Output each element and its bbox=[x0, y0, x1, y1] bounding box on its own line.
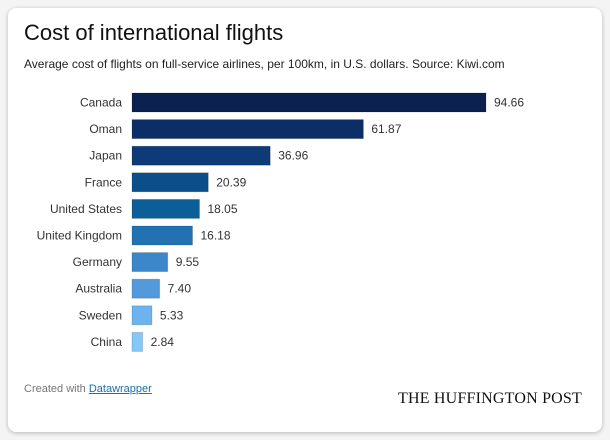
value-label: 9.55 bbox=[176, 255, 200, 269]
category-label: Sweden bbox=[79, 308, 122, 322]
category-label: France bbox=[85, 175, 123, 189]
category-label: Oman bbox=[89, 122, 122, 136]
chart-title: Cost of international flights bbox=[24, 20, 284, 45]
chart-card: Cost of international flights Average co… bbox=[8, 8, 602, 432]
value-label: 20.39 bbox=[216, 175, 246, 189]
bar-canada bbox=[131, 92, 487, 113]
credit-prefix: Created with bbox=[24, 383, 86, 395]
category-label: Japan bbox=[89, 149, 122, 163]
value-label: 5.33 bbox=[160, 308, 184, 322]
value-label: 94.66 bbox=[494, 96, 524, 110]
chart-subtitle: Average cost of flights on full-service … bbox=[24, 57, 505, 71]
value-label: 36.96 bbox=[278, 149, 308, 163]
huffington-post-logo: THE HUFFINGTON POST bbox=[398, 390, 582, 407]
datawrapper-link[interactable]: Datawrapper bbox=[88, 383, 152, 395]
value-label: 16.18 bbox=[201, 229, 231, 243]
bar-united-kingdom bbox=[131, 225, 194, 246]
bar-united-states bbox=[131, 198, 201, 219]
value-label: 7.40 bbox=[168, 282, 192, 296]
credit: Created with Datawrapper bbox=[24, 383, 152, 395]
category-label: Canada bbox=[80, 96, 122, 110]
value-label: 61.87 bbox=[371, 122, 401, 136]
category-label: United Kingdom bbox=[37, 229, 122, 243]
category-label: Germany bbox=[73, 255, 122, 269]
value-label: 2.84 bbox=[151, 335, 175, 349]
category-label: Australia bbox=[75, 282, 122, 296]
bar-china bbox=[131, 331, 144, 352]
bar-australia bbox=[131, 278, 161, 299]
value-label: 18.05 bbox=[208, 202, 238, 216]
category-label: United States bbox=[50, 202, 122, 216]
category-label: China bbox=[91, 335, 123, 349]
bar-france bbox=[131, 172, 209, 193]
bar-oman bbox=[131, 119, 364, 140]
bar-sweden bbox=[131, 305, 153, 326]
bar-japan bbox=[131, 145, 271, 166]
bar-germany bbox=[131, 252, 169, 273]
